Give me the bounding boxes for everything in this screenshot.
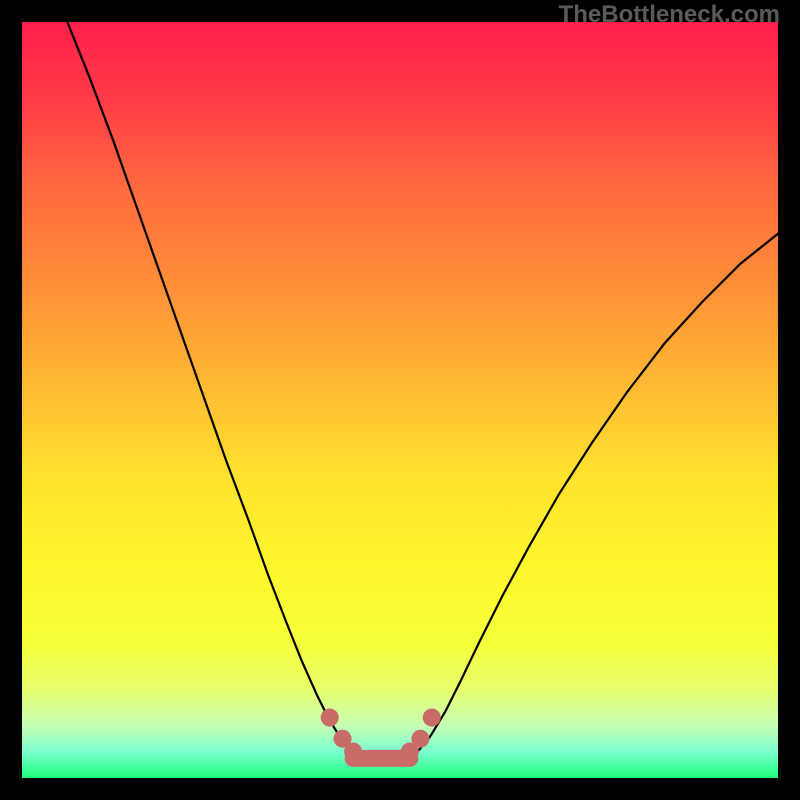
accent-dot xyxy=(423,709,441,727)
plot-area xyxy=(22,22,778,778)
gradient-background xyxy=(22,22,778,778)
accent-dot xyxy=(344,743,362,761)
watermark-text: TheBottleneck.com xyxy=(559,1,780,29)
accent-dot xyxy=(411,730,429,748)
accent-dot xyxy=(321,709,339,727)
plot-svg xyxy=(22,22,778,778)
chart-container: TheBottleneck.com xyxy=(0,0,800,800)
